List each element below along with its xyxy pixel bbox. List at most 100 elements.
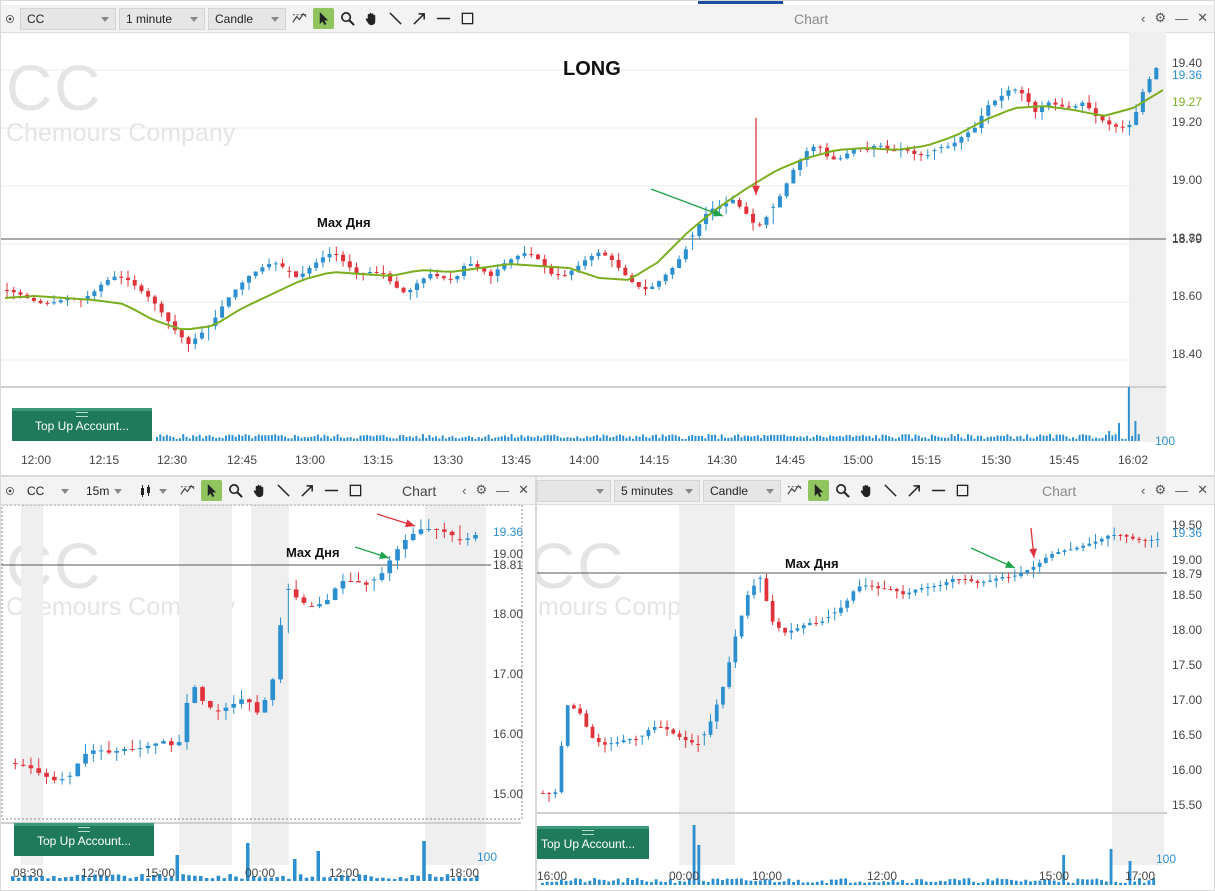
line-icon[interactable] — [385, 8, 406, 29]
minimize-icon[interactable]: — — [1175, 482, 1189, 498]
volume-bar — [328, 877, 332, 881]
arrow-icon[interactable] — [297, 480, 318, 501]
candle-down — [354, 267, 359, 273]
candle-up — [1155, 539, 1160, 541]
symbol-dropdown-partial[interactable] — [537, 479, 611, 502]
gear-icon[interactable]: ⚙ — [475, 482, 488, 497]
candle-up — [1044, 557, 1048, 563]
candle-up — [240, 282, 245, 290]
volume-bar — [366, 435, 369, 441]
volume-bar — [747, 435, 749, 441]
candle-up — [465, 538, 471, 540]
volume-bar — [402, 435, 405, 441]
gear-icon[interactable]: ⚙ — [1154, 10, 1167, 25]
volume-bar — [673, 882, 677, 885]
candle-down — [1137, 538, 1141, 540]
candle-down — [578, 708, 582, 714]
indicator-icon[interactable] — [177, 480, 198, 501]
link-dot-icon[interactable] — [6, 486, 14, 495]
volume-bar — [1065, 436, 1068, 441]
pointer-icon[interactable] — [313, 8, 334, 29]
close-icon[interactable]: ✕ — [518, 482, 529, 497]
price-tick-label: 17.00 — [1172, 693, 1203, 707]
time-tick-label: 15:00 — [145, 866, 176, 880]
rectangle-icon[interactable] — [952, 480, 973, 501]
volume-bar — [986, 878, 990, 885]
volume-bar — [597, 879, 601, 885]
candle-up — [838, 158, 843, 160]
price-chart-area[interactable] — [1, 32, 1215, 476]
volume-bar — [1095, 878, 1099, 885]
minimize-icon[interactable]: — — [496, 482, 510, 498]
session-shade — [425, 505, 486, 865]
pointer-icon[interactable] — [201, 480, 222, 501]
interval-dropdown[interactable]: 5 minutes — [614, 479, 700, 502]
top-up-account-button[interactable]: Top Up Account... — [537, 826, 649, 859]
volume-bar — [822, 437, 825, 441]
top-up-account-button[interactable]: Top Up Account... — [14, 823, 154, 856]
indicator-icon[interactable] — [289, 8, 310, 29]
hline-icon[interactable] — [321, 480, 342, 501]
volume-bar — [783, 434, 786, 441]
candle-up — [1031, 566, 1036, 570]
candle-up — [1081, 545, 1085, 548]
interval-dropdown[interactable]: 15m — [79, 479, 129, 502]
candle-up — [697, 224, 702, 236]
price-tick-label: 16.50 — [1172, 728, 1203, 742]
candle-down — [603, 252, 608, 256]
candle-up — [789, 630, 794, 633]
chart-type-dropdown[interactable]: Candle — [208, 7, 286, 30]
candle-up — [959, 137, 964, 143]
volume-bar — [421, 434, 424, 441]
volume-bar — [293, 859, 297, 881]
volume-bar — [541, 882, 544, 885]
zoom-icon[interactable] — [832, 480, 853, 501]
arrow-icon[interactable] — [409, 8, 430, 29]
candle-up — [559, 745, 564, 793]
volume-bar — [940, 437, 943, 441]
volume-bar — [640, 879, 644, 885]
line-icon[interactable] — [880, 480, 901, 501]
hand-icon[interactable] — [361, 8, 382, 29]
volume-bar — [706, 881, 710, 885]
arrow-icon[interactable] — [904, 480, 925, 501]
line-icon[interactable] — [273, 480, 294, 501]
hand-icon[interactable] — [856, 480, 877, 501]
candle-up — [1075, 547, 1079, 550]
minimize-icon[interactable]: — — [1175, 10, 1189, 26]
close-icon[interactable]: ✕ — [1197, 482, 1208, 497]
close-icon[interactable]: ✕ — [1197, 10, 1208, 25]
chevron-left-icon[interactable]: ‹ — [1141, 10, 1146, 26]
top-up-account-button[interactable]: Top Up Account... — [12, 408, 152, 441]
time-tick-label: 08:30 — [13, 866, 44, 880]
zoom-icon[interactable] — [225, 480, 246, 501]
rectangle-icon[interactable] — [457, 8, 478, 29]
chart-title: Chart — [1042, 483, 1077, 499]
hline-icon[interactable] — [433, 8, 454, 29]
candle-up — [656, 281, 661, 287]
price-chart-area[interactable] — [537, 505, 1215, 891]
chevron-left-icon[interactable]: ‹ — [462, 482, 467, 498]
candle-up — [367, 272, 372, 274]
candle-up — [801, 625, 806, 629]
hand-icon[interactable] — [249, 480, 270, 501]
candle-up — [300, 273, 305, 277]
indicator-icon[interactable] — [784, 480, 805, 501]
symbol-dropdown[interactable]: CC — [20, 7, 116, 30]
link-dot-icon[interactable] — [6, 14, 14, 23]
volume-bar — [316, 434, 319, 441]
pointer-icon[interactable] — [808, 480, 829, 501]
chevron-left-icon[interactable]: ‹ — [1141, 482, 1146, 498]
volume-bar — [87, 877, 91, 881]
chart-type-dropdown[interactable] — [132, 479, 174, 502]
zoom-icon[interactable] — [337, 8, 358, 29]
interval-dropdown[interactable]: 1 minute — [119, 7, 205, 30]
rectangle-icon[interactable] — [345, 480, 366, 501]
volume-bar — [349, 437, 352, 441]
candle-down — [293, 589, 299, 598]
volume-bar — [418, 438, 421, 441]
gear-icon[interactable]: ⚙ — [1154, 482, 1167, 497]
symbol-dropdown[interactable]: CC — [20, 479, 76, 502]
chart-type-dropdown[interactable]: Candle — [703, 479, 781, 502]
hline-icon[interactable] — [928, 480, 949, 501]
